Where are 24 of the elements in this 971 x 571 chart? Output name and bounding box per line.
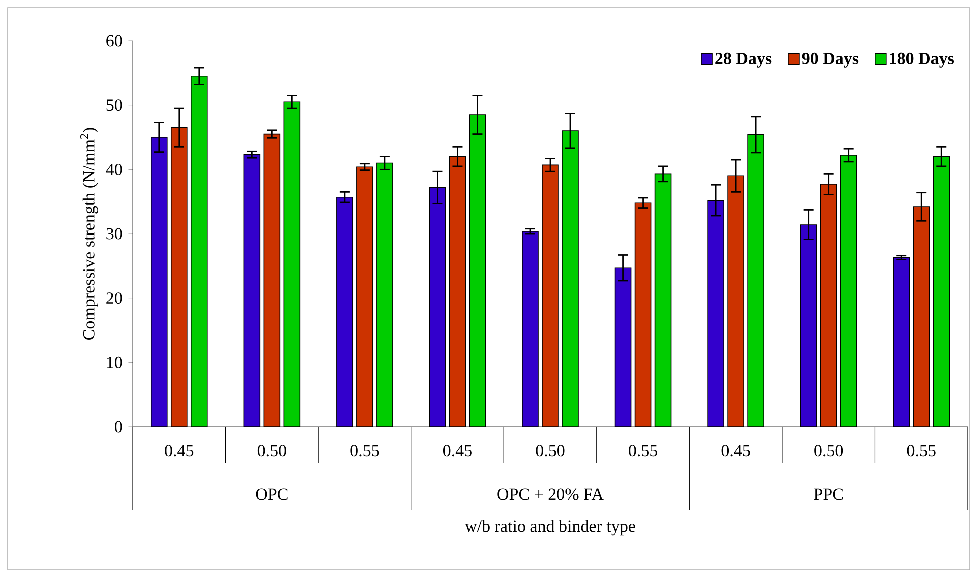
y-tick-label: 60 <box>106 35 122 47</box>
legend-label: 90 Days <box>802 52 859 68</box>
y-axis-title: Compressive strength (N/mm$^{2}$) <box>80 128 98 340</box>
x-tick-label: 0.55 <box>907 445 936 457</box>
y-tick-label: 50 <box>106 100 122 112</box>
y-tick-label: 10 <box>107 356 122 368</box>
legend-label: 28 Days <box>716 52 772 68</box>
x-axis-title: w/b ratio and binder type <box>465 520 636 536</box>
legend-label: 180 Days <box>890 52 954 68</box>
x-tick-label: 0.50 <box>814 445 844 457</box>
x-tick-label: 0.45 <box>443 445 472 457</box>
x-tick-label: 0.55 <box>350 445 380 457</box>
y-tick-label: 20 <box>106 292 122 304</box>
text: OPC <box>256 488 288 500</box>
y-tick-label: 30 <box>106 228 122 240</box>
y-tick-label: 40 <box>106 164 122 176</box>
y-tick-label: 0 <box>115 421 122 433</box>
text: OPC + 20% FA <box>498 488 604 500</box>
x-tick-label: 0.50 <box>258 445 286 457</box>
x-tick-label: 0.45 <box>722 445 750 457</box>
x-tick-label: 0.55 <box>629 445 658 457</box>
text: PPC <box>814 488 844 500</box>
x-tick-label: 0.50 <box>536 445 565 457</box>
x-tick-label: 0.45 <box>165 445 194 457</box>
